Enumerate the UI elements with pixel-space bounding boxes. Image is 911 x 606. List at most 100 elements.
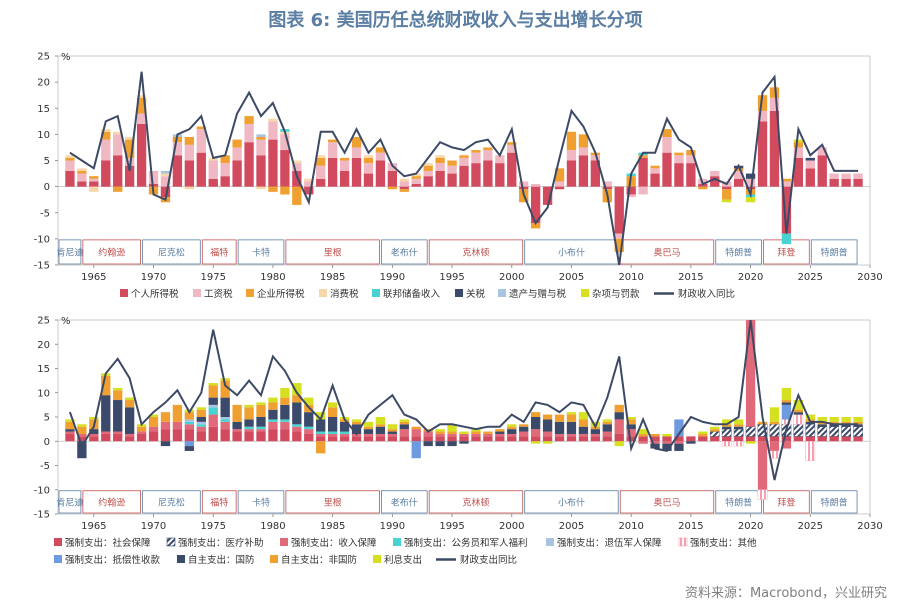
bar-segment <box>184 186 195 190</box>
bar-segment <box>722 419 732 425</box>
line-series <box>68 320 859 481</box>
bar-segment <box>698 433 708 437</box>
y-tick-label: -15 <box>34 261 50 272</box>
y-unit-label: % <box>61 52 71 63</box>
bar-segment <box>829 173 839 179</box>
bar-segment <box>638 433 648 437</box>
bar-segment <box>208 178 218 187</box>
bar-segment <box>686 441 696 444</box>
bar-segment <box>280 397 290 405</box>
bar-segment <box>399 181 409 187</box>
y-tick-label: -10 <box>34 234 50 245</box>
bar-segment <box>566 421 577 434</box>
bar-segment <box>124 397 135 401</box>
bar-segment <box>101 395 111 432</box>
bar-segment <box>698 184 708 187</box>
bar-segment <box>423 176 433 187</box>
president-name-label: 克林顿 <box>462 246 489 258</box>
bar-segment <box>292 186 302 205</box>
bar-segment <box>196 431 206 442</box>
bar-segment <box>769 407 780 422</box>
bar-segment <box>160 429 171 442</box>
bar-segment <box>89 178 99 182</box>
bar-segment <box>769 424 780 437</box>
bar-segment <box>447 433 457 437</box>
bar-segment <box>89 176 99 179</box>
bar-segment <box>745 436 756 442</box>
bar-segment <box>244 116 254 124</box>
bar-segment <box>745 197 756 203</box>
bar-segment <box>710 170 720 177</box>
bar-segment <box>304 429 314 434</box>
bar-segment <box>256 186 266 190</box>
bar-segment <box>351 136 362 148</box>
bar-segment <box>172 142 183 156</box>
bar-segment <box>65 160 75 171</box>
bar-segment <box>351 436 362 442</box>
president-name-label: 约翰逊 <box>98 246 125 258</box>
bar-segment <box>530 186 541 224</box>
bar-segment <box>578 412 589 420</box>
bar-segment <box>160 170 171 174</box>
bar-segment <box>363 163 374 174</box>
bar-segment <box>566 131 577 151</box>
bar-segment <box>793 414 804 425</box>
bar-segment <box>101 433 111 442</box>
president-term-box <box>82 239 141 265</box>
bar-segment <box>781 186 792 234</box>
president-term-box <box>524 239 619 265</box>
bar-segment <box>674 443 684 451</box>
legend-swatch <box>246 289 254 297</box>
bar-segment <box>184 424 195 430</box>
bar-segment <box>316 431 326 434</box>
bar-segment <box>519 426 529 432</box>
bar-segment <box>244 429 254 432</box>
bar-segment <box>411 176 421 179</box>
bar-segment <box>841 421 851 425</box>
president-term-box <box>810 239 858 265</box>
x-tick-label: 2000 <box>499 272 524 283</box>
y-tick-label: 15 <box>37 364 50 375</box>
bar-segment <box>160 176 171 187</box>
bar-segment <box>614 186 624 234</box>
legend-swatch <box>54 555 62 563</box>
bar-segment <box>530 441 541 444</box>
bar-segment <box>674 163 684 187</box>
bar-segment <box>184 419 195 422</box>
bar-segment <box>220 155 230 164</box>
y-tick-label: 10 <box>37 388 50 399</box>
bar-segment <box>399 178 409 182</box>
x-tick-label: 2025 <box>798 272 823 283</box>
bar-segment <box>89 417 99 420</box>
bar-segment <box>280 150 290 187</box>
x-tick-label: 1980 <box>260 521 285 532</box>
bar-segment <box>602 436 612 442</box>
bar-segment <box>530 223 541 229</box>
x-tick-label: 2000 <box>499 521 524 532</box>
president-name-label: 尼克松 <box>158 246 185 258</box>
bar-segment <box>781 402 792 405</box>
bar-segment <box>423 431 433 437</box>
bar-segment <box>244 404 254 408</box>
bar-layer <box>65 320 863 500</box>
bar-segment <box>363 421 374 427</box>
bar-segment <box>817 421 827 425</box>
bar-segment <box>77 168 87 171</box>
president-term-box <box>381 490 428 514</box>
president-term-box <box>201 490 237 514</box>
bar-segment <box>184 136 195 145</box>
bar-segment <box>232 139 242 148</box>
bar-segment <box>507 426 517 430</box>
bar-segment <box>113 431 123 434</box>
bar-segment <box>733 419 744 425</box>
bar-segment <box>519 424 529 427</box>
bar-segment <box>662 443 672 451</box>
bar-segment <box>435 429 445 432</box>
bar-segment <box>722 189 732 200</box>
bar-segment <box>841 178 851 187</box>
bar-segment <box>841 426 851 437</box>
bar-segment <box>745 426 756 437</box>
bar-segment <box>77 424 87 427</box>
bar-segment <box>781 400 792 403</box>
bar-segment <box>519 431 529 437</box>
